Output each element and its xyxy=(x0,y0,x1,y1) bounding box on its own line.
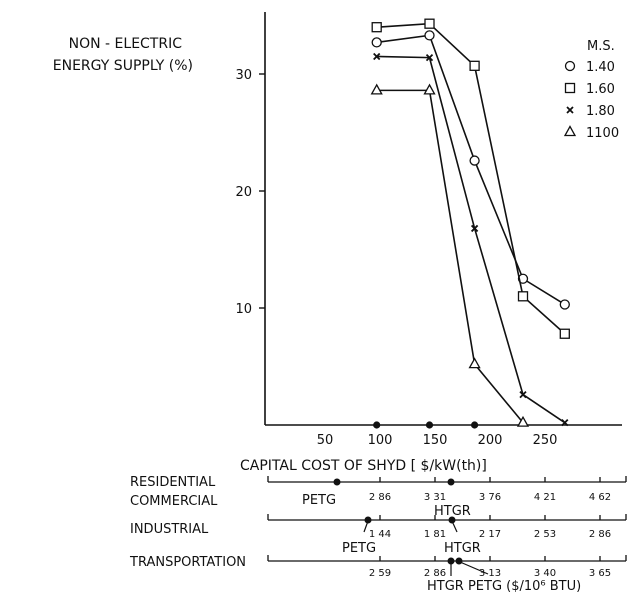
y-tick-label: 10 xyxy=(235,302,252,317)
data-point xyxy=(424,30,435,41)
scale-tick-label: 2 86 xyxy=(589,529,611,540)
htgr-pointer xyxy=(451,520,458,533)
scale-tick-label: 3 65 xyxy=(589,568,611,579)
htgr-marker xyxy=(447,478,455,486)
x-tick-label: 150 xyxy=(423,433,448,448)
data-point xyxy=(468,357,481,369)
legend-marker-stroke xyxy=(566,106,574,114)
data-point xyxy=(371,22,382,33)
legend-marker xyxy=(563,125,577,137)
scale-tick-label: 3 76 xyxy=(479,492,501,503)
legend-label: 1100 xyxy=(586,126,619,141)
data-point xyxy=(425,53,434,62)
data-point xyxy=(516,415,530,427)
petg-pointer xyxy=(363,520,369,533)
data-point xyxy=(371,37,382,48)
petg-marker xyxy=(455,557,463,565)
scale-tick-label: 3 13 xyxy=(479,568,501,579)
scale-sector-label: INDUSTRIAL xyxy=(130,522,209,537)
data-point-stroke xyxy=(470,224,479,233)
scale-tick-label: 2 86 xyxy=(424,568,446,579)
scale-sector-label: TRANSPORTATION xyxy=(129,555,246,570)
legend-marker xyxy=(566,106,574,114)
data-point xyxy=(424,18,435,29)
data-point xyxy=(517,291,529,302)
scale-tick-label: 4 21 xyxy=(534,492,556,503)
legend-label: 1.40 xyxy=(586,60,615,75)
data-point xyxy=(423,83,436,95)
y-tick-label: 20 xyxy=(235,185,252,200)
legend-marker xyxy=(564,60,576,72)
scale-tick-label: 2 17 xyxy=(479,529,501,540)
data-point xyxy=(373,52,381,61)
x-tick-label: 50 xyxy=(317,433,334,448)
data-point xyxy=(470,224,479,233)
scale-sector-label: COMMERCIAL xyxy=(130,494,218,509)
petg-pointer xyxy=(459,561,489,575)
data-point xyxy=(519,390,527,399)
series-line-0 xyxy=(376,34,566,306)
scale-tick-label: 2 59 xyxy=(369,568,391,579)
data-point xyxy=(469,60,480,71)
petg-marker xyxy=(333,478,341,486)
petg-marker xyxy=(364,516,372,524)
data-point xyxy=(559,328,570,339)
data-point xyxy=(370,83,383,95)
htgr-marker xyxy=(447,557,455,565)
data-point-stroke xyxy=(519,390,527,399)
scale-tick-label: 4 62 xyxy=(589,492,611,503)
legend-label: 1.60 xyxy=(586,82,615,97)
scale-tick-label: 1 44 xyxy=(369,529,391,540)
x-tick-label: 100 xyxy=(368,433,393,448)
x-tick-label: 250 xyxy=(533,433,558,448)
htgr-label: HTGR xyxy=(434,504,471,519)
data-point-stroke xyxy=(425,53,434,62)
htgr-label: HTGR xyxy=(444,541,481,556)
sector-scale-1: INDUSTRIAL 1 44 1 81 2 17 2 53 2 86 PETG HTGR xyxy=(130,514,627,556)
data-point-stroke xyxy=(561,419,569,427)
legend-title: M.S. xyxy=(587,39,615,54)
scale-tick-label: 3 40 xyxy=(534,568,556,579)
legend-marker xyxy=(564,82,576,94)
sector-scale-0: RESIDENTIAL COMMERCIAL 2 86 3 31 3 76 4 21 4 6… xyxy=(130,475,627,519)
axis-dot xyxy=(425,421,434,429)
axis-dot xyxy=(471,421,479,429)
y-axis-label-line1: NON - ELECTRIC xyxy=(69,36,183,52)
x-tick-label: 200 xyxy=(478,433,503,448)
scale-tick-label: 2 86 xyxy=(369,492,391,503)
petg-label: PETG xyxy=(302,493,336,508)
bottom-text: HTGR PETG ($/10⁶ BTU) xyxy=(427,579,581,594)
y-tick-label: 30 xyxy=(235,68,252,83)
scale-tick-label: 1 81 xyxy=(424,529,446,540)
htgr-marker xyxy=(448,516,456,524)
axis-dot xyxy=(373,421,381,429)
data-point xyxy=(561,419,569,427)
y-axis-label-line2: ENERGY SUPPLY (%) xyxy=(53,58,193,74)
scale-tick-label: 3 31 xyxy=(424,492,446,503)
sector-scale-2: TRANSPORTATION 2 59 2 86 3 13 3 40 3 65 HTGR P… xyxy=(129,555,627,594)
data-point xyxy=(469,155,480,166)
series-line-3 xyxy=(376,89,524,424)
x-axis-label: CAPITAL COST OF SHYD [ $/kW(th)] xyxy=(240,458,487,474)
data-point xyxy=(559,299,570,310)
petg-label: PETG xyxy=(342,541,376,556)
scale-tick-label: 2 53 xyxy=(534,529,556,540)
scale-sector-label: RESIDENTIAL xyxy=(130,475,216,490)
legend-label: 1.80 xyxy=(586,104,615,119)
data-point-stroke xyxy=(373,52,381,61)
